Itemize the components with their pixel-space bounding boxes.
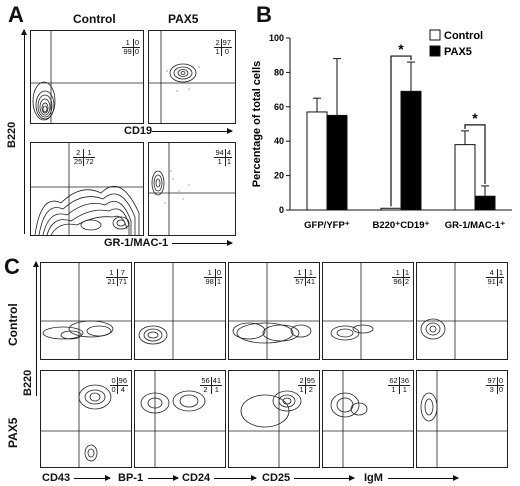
panel-a-x-arrow-bottom — [172, 240, 233, 246]
x-arrow — [74, 475, 111, 481]
y-axis-label: Percentage of total cells — [251, 61, 263, 188]
y-tick-label: 60 — [274, 102, 284, 112]
panel-letter-a: A — [8, 2, 24, 27]
quadrant-stats: 56 41 2 1 — [200, 376, 222, 394]
bar-pax5 — [400, 90, 422, 211]
panel-letter-b: B — [256, 2, 272, 27]
contour-plot — [229, 371, 319, 467]
contour-plot — [135, 263, 225, 359]
panel-c-x-label-cd24: CD24 — [182, 472, 211, 484]
x-arrow — [294, 475, 355, 481]
legend-swatch-control — [429, 29, 441, 41]
legend-label-control: Control — [444, 30, 483, 42]
y-tick-label: 0 — [279, 205, 284, 215]
contour-plot — [135, 371, 225, 467]
flow-plot-c-control-4: 4 1 91 4 — [416, 262, 508, 360]
contour-plot — [31, 31, 143, 123]
y-tick-label: 40 — [274, 136, 284, 146]
bar-pax5 — [474, 195, 496, 211]
quadrant-stats: 1 1 57 41 — [294, 268, 316, 286]
significance-bracket — [390, 55, 412, 207]
x-arrow — [388, 475, 459, 481]
contour-plot — [323, 263, 413, 359]
bar-chart-svg: 0 20 40 60 80 100 Percentage of total cells GFP… — [251, 29, 512, 231]
flow-plot-c-pax5-3: 62 36 1 1 — [322, 370, 414, 468]
panel-c-row-control: 1 7 21 71 1 0 98 1 1 1 57 41 1 1 96 2 4 1 91 4 — [40, 262, 510, 360]
x-tick-label: GR-1/MAC-1⁺ — [445, 220, 505, 231]
contour-plot — [41, 371, 131, 467]
panel-a-col-title-control: Control — [73, 12, 116, 26]
quadrant-stats: 62 36 1 1 — [388, 376, 410, 394]
flow-plot-c-pax5-0: 0 96 0 4 — [40, 370, 132, 468]
quadrant-stats: 97 0 3 0 — [486, 376, 504, 394]
panel-c-x-label-bp1: BP-1 — [118, 472, 144, 484]
panel-c-row-label-pax5: PAX5 — [6, 417, 20, 448]
contour-plot — [323, 371, 413, 467]
flow-plot-c-pax5-1: 56 41 2 1 — [134, 370, 226, 468]
significance-bracket — [464, 124, 486, 184]
bar-pax5 — [326, 114, 348, 211]
quadrant-stats: 1 1 96 2 — [392, 268, 410, 286]
x-tick-label: GFP/YFP⁺ — [304, 220, 350, 231]
quadrant-stats: 2 95 1 2 — [298, 376, 316, 394]
panel-a-x-label-gr1mac1: GR-1/MAC-1 — [104, 237, 169, 249]
panel-a-y-label: B220 — [6, 121, 18, 148]
contour-plot — [229, 263, 319, 359]
flow-plot-c-control-0: 1 7 21 71 — [40, 262, 132, 360]
quadrant-stats: 4 1 91 4 — [486, 268, 504, 286]
panel-c-x-label-cd43: CD43 — [42, 472, 71, 484]
quadrant-stats: 0 96 0 4 — [110, 376, 128, 394]
contour-plot — [417, 371, 507, 467]
significance-star: * — [472, 110, 478, 126]
x-arrow — [148, 475, 179, 481]
bar-control — [306, 111, 328, 211]
significance-star: * — [398, 41, 404, 57]
bar-control — [380, 207, 402, 211]
flow-plot-c-pax5-4: 97 0 3 0 — [416, 370, 508, 468]
panel-c-y-label: B220 — [22, 369, 34, 396]
flow-plot-c-control-3: 1 1 96 2 — [322, 262, 414, 360]
quadrant-stats: 1 7 21 71 — [106, 268, 128, 286]
panel-c-row-label-control: Control — [6, 303, 20, 346]
contour-plot — [31, 143, 143, 235]
contour-plot — [417, 263, 507, 359]
panel-letter-c: C — [4, 254, 20, 279]
contour-plot — [149, 143, 235, 235]
flow-plot-c-control-1: 1 0 98 1 — [134, 262, 226, 360]
contour-plot — [149, 31, 235, 123]
quadrant-stats: 1 0 98 1 — [204, 268, 222, 286]
flow-plot-c-pax5-2: 2 95 1 2 — [228, 370, 320, 468]
x-arrow — [214, 475, 257, 481]
panel-a-y-arrow — [21, 29, 27, 234]
bar-chart: 0 20 40 60 80 100 Percentage of total cells GFP… — [246, 28, 516, 260]
panel-a-x-label-cd19: CD19 — [124, 125, 153, 137]
x-tick-label: B220⁺CD19⁺ — [372, 220, 429, 231]
y-tick-label: 20 — [274, 171, 284, 181]
panel-c-row-pax5: 0 96 0 4 56 41 2 1 2 95 1 2 62 36 1 1 97 0 3 0 — [40, 370, 510, 468]
legend-label-pax5: PAX5 — [444, 46, 472, 58]
panel-c-y-arrow — [33, 261, 39, 396]
flow-plot-c-control-2: 1 1 57 41 — [228, 262, 320, 360]
y-tick-label: 80 — [274, 67, 284, 77]
panel-c-x-label-igm: IgM — [364, 472, 383, 484]
contour-plot — [41, 263, 131, 359]
panel-c-x-label-cd25: CD25 — [262, 472, 291, 484]
panel-a-x-arrow-top — [152, 128, 233, 134]
panel-a-col-title-pax5: PAX5 — [168, 12, 199, 26]
legend-swatch-pax5 — [429, 45, 441, 57]
y-tick-label: 100 — [269, 33, 284, 43]
bar-control — [454, 144, 476, 211]
